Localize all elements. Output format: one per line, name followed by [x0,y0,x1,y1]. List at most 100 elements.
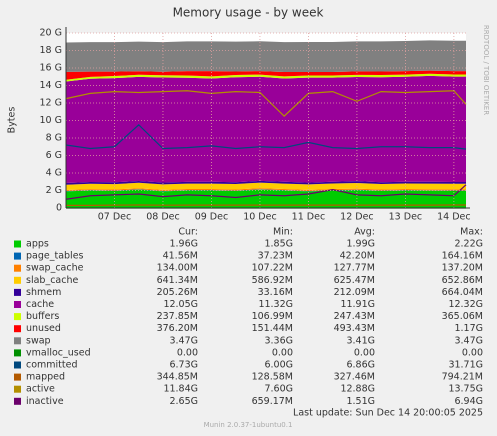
y-tick-label: 4 G [46,168,62,179]
y-tick-label: 6 G [46,150,62,161]
x-tick-label: 10 Dec [243,212,277,223]
legend-stat: 205.26M [157,287,198,298]
line [65,184,467,200]
legend-stat: 3.47G [169,335,198,346]
column-header: Cur: [178,227,198,238]
legend-stat: 127.77M [334,263,375,274]
legend-swatch [14,385,21,393]
y-tick-label: 20 G [40,28,62,39]
legend-stat: 41.56M [163,251,198,262]
legend-swatch [14,337,21,345]
legend-swatch [14,325,21,333]
legend-label: shmem [26,287,61,298]
legend-stat: 137.20M [442,263,483,274]
legend-swatch [14,252,21,260]
legend-stat: 247.43M [334,311,375,322]
legend-stat: 0.00 [462,347,483,358]
legend-label: apps [26,239,49,250]
legend-stat: 1.85G [264,239,293,250]
legend-stat: 652.86M [442,275,483,286]
legend-stat: 376.20M [157,323,198,334]
legend-stat: 344.85M [157,372,198,383]
legend-stat: 1.96G [169,239,198,250]
legend-swatch [14,397,21,405]
legend-stat: 128.58M [252,372,293,383]
legend-stat: 6.00G [264,360,293,371]
legend-label: vmalloc_used [26,347,91,358]
last-update: Last update: Sun Dec 14 20:00:05 2025 [293,408,483,419]
legend-label: inactive [26,396,64,407]
area [66,180,466,185]
legend-stat: 7.60G [264,384,293,395]
line [65,90,467,117]
legend-stat: 12.05G [163,299,198,310]
y-tick-label: 14 G [40,80,62,91]
legend-stat: 12.32G [448,299,483,310]
legend-swatch [14,313,21,321]
legend-stat: 0.00 [354,347,375,358]
legend-label: slab_cache [26,275,78,286]
legend-stat: 641.34M [157,275,198,286]
x-tick-label: 13 Dec [389,212,423,223]
legend-label: committed [26,360,78,371]
legend-stat: 11.84G [163,384,198,395]
legend-stat: 151.44M [252,323,293,334]
area [66,182,466,190]
legend-stat: 11.32G [258,299,293,310]
legend-stat: 11.91G [340,299,375,310]
legend-stat: 13.75G [448,384,483,395]
legend-stat: 42.20M [340,251,375,262]
legend-stat: 0.00 [177,347,198,358]
legend-stat: 33.16M [258,287,293,298]
x-tick-label: 07 Dec [98,212,132,223]
x-tick-label: 14 Dec [437,212,471,223]
legend-stat: 794.21M [442,372,483,383]
legend-swatch [14,361,21,369]
legend-stat: 327.46M [334,372,375,383]
y-tick-label: 10 G [40,115,62,126]
y-tick-label: 0 [56,203,62,214]
legend-swatch [14,349,21,357]
legend-stat: 107.22M [252,263,293,274]
legend-stat: 493.43M [334,323,375,334]
legend-stat: 237.85M [157,311,198,322]
legend-swatch [14,373,21,381]
column-header: Avg: [354,227,375,238]
y-tick-label: 16 G [40,63,62,74]
area [66,189,466,208]
legend-label: page_tables [26,251,84,262]
area [66,73,466,82]
y-tick-label: 18 G [40,45,62,56]
legend-stat: 3.47G [454,335,483,346]
y-axis-label: Bytes [7,107,18,134]
legend-swatch [14,288,21,296]
legend-stat: 212.09M [334,287,375,298]
area [66,40,466,73]
legend-stat: 2.22G [454,239,483,250]
legend-stat: 2.65G [169,396,198,407]
legend-stat: 0.00 [272,347,293,358]
area [66,189,466,192]
legend-label: active [26,384,55,395]
legend-stat: 3.36G [264,335,293,346]
footer: Munin 2.0.37-1ubuntu0.1 [204,421,293,429]
y-tick-label: 12 G [40,98,62,109]
side-label: RRDTOOL / TOBI OETIKER [482,25,490,115]
y-tick-label: 2 G [46,185,62,196]
legend-stat: 1.99G [346,239,375,250]
legend-stat: 106.99M [252,311,293,322]
legend-stat: 365.06M [442,311,483,322]
x-tick-label: 08 Dec [146,212,180,223]
area [66,70,466,80]
legend-label: cache [26,299,54,310]
legend-stat: 164.16M [442,251,483,262]
legend-stat: 664.04M [442,287,483,298]
legend-stat: 1.51G [346,396,375,407]
legend-label: unused [26,323,61,334]
column-header: Min: [273,227,293,238]
x-tick-label: 09 Dec [195,212,229,223]
x-tick-label: 12 Dec [340,212,374,223]
legend-label: buffers [26,311,59,322]
